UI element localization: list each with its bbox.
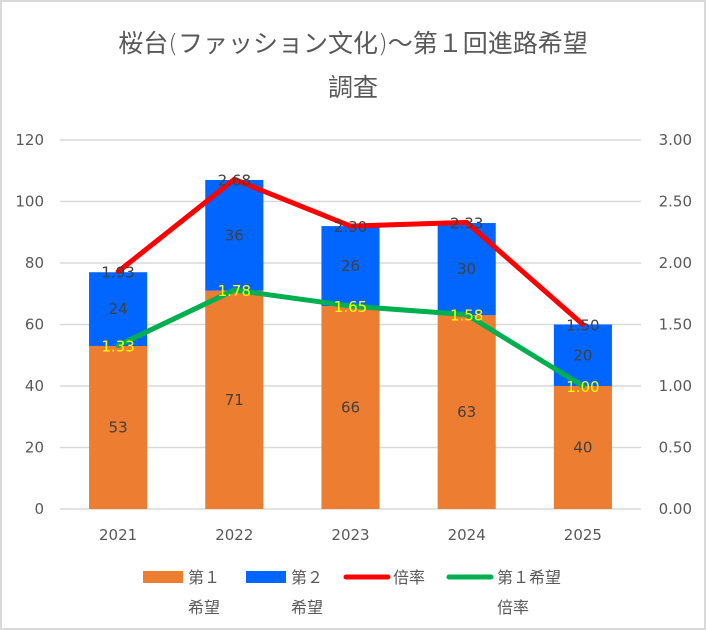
first-choice-ratio-data-label: 1.58: [450, 307, 483, 325]
bar-second-choice-label: 30: [457, 260, 476, 278]
bar-first-choice: [205, 290, 264, 509]
bar-second-choice-label: 26: [341, 257, 360, 275]
y-right-tick-label: 2.00: [659, 254, 692, 272]
y-right-tick-label: 2.50: [659, 193, 692, 211]
y-right-tick-label: 1.00: [659, 377, 692, 395]
bar-first-choice: [89, 346, 148, 509]
bar-first-choice-label: 71: [225, 391, 244, 409]
bar-first-choice: [553, 386, 612, 509]
bar-second-choice: [205, 179, 264, 291]
y-right-tick-label: 0.00: [659, 500, 692, 518]
y-left-tick-label: 100: [15, 193, 44, 211]
x-tick-label: 2025: [564, 526, 602, 544]
line-first-choice-ratio: [115, 287, 586, 389]
legend-label: 倍率: [497, 598, 529, 617]
line-ratio: [115, 176, 586, 327]
ratio-data-label: 2.30: [334, 218, 367, 236]
legend-label: 希望: [188, 598, 220, 617]
chart-title-line-2: 調査: [327, 73, 378, 102]
bar-second-choice-label: 24: [109, 300, 128, 318]
first-choice-ratio-data-label: 1.00: [566, 378, 599, 396]
x-tick-label: 2021: [99, 526, 137, 544]
bar-first-choice: [437, 315, 496, 509]
bar-first-choice-label: 40: [573, 439, 592, 457]
y-left-tick-label: 60: [25, 316, 44, 334]
bar-first-choice-label: 66: [341, 399, 360, 417]
y-left-tick-label: 120: [15, 131, 44, 149]
ratio-data-label: 1.93: [101, 264, 134, 282]
legend-label: 倍率: [393, 568, 425, 587]
y-left-tick-label: 40: [25, 377, 44, 395]
y-right-tick-label: 0.50: [659, 439, 692, 457]
y-left-tick-label: 20: [25, 439, 44, 457]
bar-second-choice: [321, 226, 380, 307]
legend-label: 第２: [291, 568, 323, 587]
x-tick-label: 2023: [331, 526, 369, 544]
y-left-tick-label: 80: [25, 254, 44, 272]
bar-second-choice-label: 36: [225, 226, 244, 244]
legend-label: 希望: [291, 598, 323, 617]
x-tick-label: 2024: [448, 526, 486, 544]
chart-title: 桜台(ファッション文化)～第１回進路希望 調査: [0, 22, 706, 110]
ratio-data-label: 2.68: [218, 171, 251, 189]
legend-swatch: [246, 571, 286, 583]
y-right-tick-label: 3.00: [659, 131, 692, 149]
legend-label: 第１: [188, 568, 220, 587]
x-tick-label: 2022: [215, 526, 253, 544]
ratio-data-label: 2.33: [450, 214, 483, 232]
legend-label: 第１希望: [497, 568, 561, 587]
chart-title-line-1: 桜台(ファッション文化)～第１回進路希望: [118, 29, 588, 58]
ratio-data-label: 1.50: [566, 317, 599, 335]
first-choice-ratio-data-label: 1.65: [334, 298, 367, 316]
bar-second-choice-label: 20: [573, 346, 592, 364]
legend-swatch: [143, 571, 183, 583]
y-right-tick-label: 1.50: [659, 316, 692, 334]
first-choice-ratio-data-label: 1.33: [101, 337, 134, 355]
first-choice-ratio-data-label: 1.78: [218, 282, 251, 300]
y-left-tick-label: 0: [34, 500, 44, 518]
bar-first-choice-label: 63: [457, 403, 476, 421]
bar-first-choice-label: 53: [109, 419, 128, 437]
bar-first-choice: [321, 306, 380, 509]
